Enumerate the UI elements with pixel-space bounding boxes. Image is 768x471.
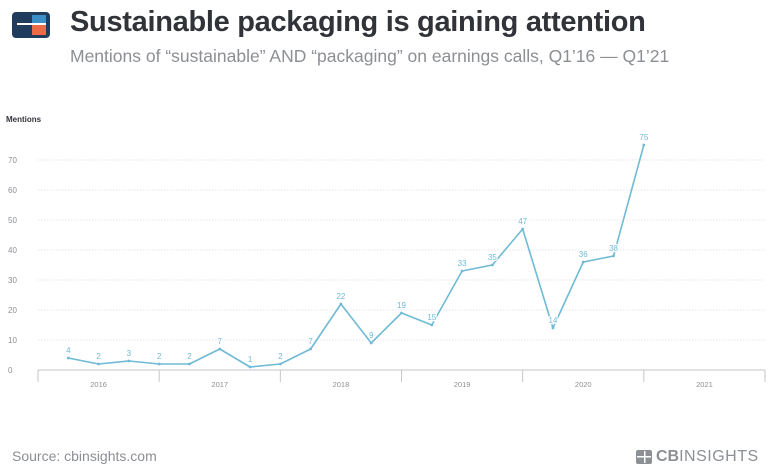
x-tick-label: 2018 bbox=[333, 380, 350, 389]
y-tick-label: 60 bbox=[8, 186, 17, 195]
x-axis: 2016 2017 2018 2019 2020 2021 bbox=[37, 369, 766, 389]
y-axis: Mentions 0 10 20 30 40 50 60 70 bbox=[6, 115, 42, 375]
chart-subtitle: Mentions of “sustainable” AND “packaging… bbox=[70, 46, 670, 66]
brand-rest: INSIGHTS bbox=[679, 448, 759, 465]
brand-bold: CB bbox=[656, 448, 680, 465]
data-point bbox=[218, 347, 222, 351]
data-point bbox=[581, 260, 585, 264]
data-label: 7 bbox=[308, 337, 313, 346]
data-label: 19 bbox=[397, 301, 406, 310]
data-label: 2 bbox=[157, 352, 162, 361]
data-point bbox=[66, 356, 70, 360]
data-label: 15 bbox=[427, 313, 436, 322]
data-point bbox=[460, 269, 464, 273]
source-text: Source: cbinsights.com bbox=[12, 448, 157, 464]
data-label: 22 bbox=[336, 292, 345, 301]
data-label: 7 bbox=[218, 337, 223, 346]
data-label: 35 bbox=[488, 253, 497, 262]
cb-insights-logo bbox=[12, 12, 50, 38]
x-tick-label: 2016 bbox=[90, 380, 107, 389]
y-tick-label: 30 bbox=[8, 276, 17, 285]
data-point bbox=[612, 254, 615, 258]
data-point bbox=[309, 347, 313, 351]
data-label: 2 bbox=[278, 352, 283, 361]
data-point bbox=[157, 362, 161, 366]
data-label: 2 bbox=[187, 352, 192, 361]
data-point bbox=[521, 227, 525, 231]
brand-wordmark: CB INSIGHTS bbox=[636, 448, 759, 466]
x-tick-label: 2017 bbox=[211, 380, 228, 389]
y-axis-title: Mentions bbox=[6, 115, 42, 124]
data-label: 4 bbox=[66, 346, 71, 355]
data-point bbox=[339, 302, 343, 306]
data-point bbox=[127, 359, 131, 363]
x-tick-label: 2021 bbox=[696, 380, 713, 389]
chart-title: Sustainable packaging is gaining attenti… bbox=[70, 6, 646, 38]
y-tick-label: 10 bbox=[8, 336, 17, 345]
y-tick-label: 0 bbox=[8, 366, 13, 375]
data-point bbox=[490, 263, 494, 267]
y-tick-label: 20 bbox=[8, 306, 17, 315]
data-point bbox=[551, 326, 555, 330]
grid-lines bbox=[38, 159, 765, 341]
data-point bbox=[369, 341, 373, 345]
data-label: 14 bbox=[549, 316, 558, 325]
data-point bbox=[248, 365, 252, 369]
data-label: 2 bbox=[96, 352, 101, 361]
y-tick-label: 70 bbox=[8, 156, 17, 165]
data-label: 9 bbox=[369, 331, 374, 340]
data-point bbox=[188, 362, 191, 366]
series-layer bbox=[66, 143, 646, 369]
data-label: 47 bbox=[518, 217, 527, 226]
series-line bbox=[68, 144, 645, 368]
data-label: 38 bbox=[609, 244, 618, 253]
data-label: 75 bbox=[639, 133, 648, 142]
y-tick-label: 40 bbox=[8, 246, 17, 255]
data-point bbox=[400, 311, 403, 315]
data-point bbox=[430, 323, 434, 327]
x-tick-label: 2020 bbox=[575, 380, 592, 389]
data-point bbox=[97, 362, 100, 366]
data-label: 3 bbox=[127, 349, 132, 358]
data-label: 36 bbox=[579, 250, 588, 259]
data-point bbox=[642, 143, 646, 147]
data-point bbox=[278, 362, 282, 366]
brand-icon bbox=[636, 450, 652, 464]
y-tick-label: 50 bbox=[8, 216, 17, 225]
data-label: 33 bbox=[458, 259, 467, 268]
x-tick-label: 2019 bbox=[454, 380, 471, 389]
data-label: 1 bbox=[248, 355, 253, 364]
